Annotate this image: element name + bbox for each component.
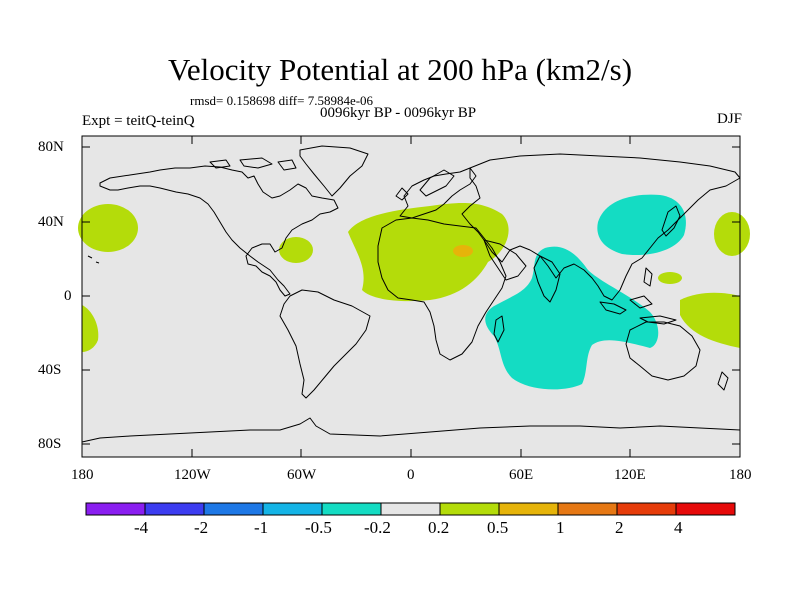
- lat-label-40n: 40N: [38, 214, 64, 230]
- lon-label-120w: 120W: [174, 467, 211, 483]
- lat-label-equator: 0: [64, 288, 72, 304]
- colorbar-label-neg1: -1: [254, 518, 269, 537]
- lat-label-80s: 80S: [38, 436, 62, 452]
- south-america-coastline: [279, 289, 371, 399]
- period-label: 0096kyr BP - 0096kyr BP: [320, 105, 477, 121]
- antarctica-coastline: [81, 417, 741, 443]
- colorbar-label-4: 4: [674, 518, 683, 537]
- north-america-coastline: [99, 165, 339, 297]
- philippines-coastline: [643, 267, 653, 287]
- europe-coastline: [395, 167, 477, 219]
- colorbar-label-neg4: -4: [134, 518, 149, 537]
- arctic-islands: [209, 157, 297, 171]
- anomaly-positive-caribbean: [279, 237, 313, 263]
- anomaly-negative-indian-ocean: [485, 246, 659, 390]
- colorbar-box: [203, 502, 264, 516]
- scandinavia-coastline: [419, 169, 455, 197]
- colorbar-box: [498, 502, 559, 516]
- colorbar-label-05: 0.5: [487, 518, 509, 537]
- anomaly-positive-west-pacific-north: [714, 212, 750, 256]
- colorbar-label-neg05: -0.5: [305, 518, 332, 537]
- arabia-coastline: [483, 239, 527, 281]
- japan-coastline: [661, 205, 681, 237]
- colorbar-box: [262, 502, 323, 516]
- africa-coastline: [377, 217, 507, 361]
- colorbar-box: [85, 502, 146, 516]
- colorbar-box: [616, 502, 677, 516]
- season-label: DJF: [716, 111, 742, 127]
- anomaly-fields: [78, 194, 750, 390]
- madagascar-coastline: [493, 315, 505, 343]
- colorbar-label-02: 0.2: [428, 518, 450, 537]
- anomaly-positive-africa-mideast: [348, 203, 509, 302]
- colorbar-box: [675, 502, 736, 516]
- india-coastline: [533, 255, 561, 303]
- lon-label-180w: 180: [71, 467, 94, 483]
- colorbar-box: [439, 502, 500, 516]
- colorbar-label-neg02: -0.2: [364, 518, 391, 537]
- coastlines: [81, 145, 741, 443]
- lon-label-60w: 60W: [287, 467, 317, 483]
- colorbar: [85, 502, 736, 516]
- lon-label-0: 0: [407, 467, 415, 483]
- new-zealand-coastline: [717, 371, 729, 391]
- lat-label-80n: 80N: [38, 139, 64, 155]
- colorbar-label-neg2: -2: [194, 518, 209, 537]
- colorbar-box: [380, 502, 441, 516]
- australia-coastline: [625, 321, 701, 381]
- colorbar-label-2: 2: [615, 518, 624, 537]
- indonesia-coastline: [599, 295, 677, 325]
- asia-coastline: [461, 153, 741, 301]
- colorbar-box: [321, 502, 382, 516]
- hawaii-islands: [87, 255, 100, 264]
- anomaly-negative-east-asia: [597, 194, 686, 256]
- colorbar-box: [557, 502, 618, 516]
- anomaly-positive-central-pacific: [78, 204, 138, 252]
- experiment-label: Expt = teitQ-teinQ: [82, 113, 195, 129]
- axis-ticks: [82, 136, 740, 457]
- anomaly-positive-southeast-pacific: [82, 305, 99, 352]
- lon-label-120e: 120E: [614, 467, 646, 483]
- anomaly-positive-philippine-sea: [658, 272, 682, 284]
- anomaly-positive-egypt-core: [453, 245, 473, 257]
- lon-label-60e: 60E: [509, 467, 534, 483]
- map-title: Velocity Potential at 200 hPa (km2/s): [167, 52, 633, 87]
- anomaly-positive-southwest-pacific: [680, 292, 740, 348]
- greenland-coastline: [299, 145, 369, 197]
- lat-label-40s: 40S: [38, 362, 62, 378]
- lon-label-180e: 180: [729, 467, 752, 483]
- colorbar-box: [144, 502, 205, 516]
- statistics-text: rmsd= 0.158698 diff= 7.58984e-06: [190, 93, 374, 108]
- colorbar-label-1: 1: [556, 518, 565, 537]
